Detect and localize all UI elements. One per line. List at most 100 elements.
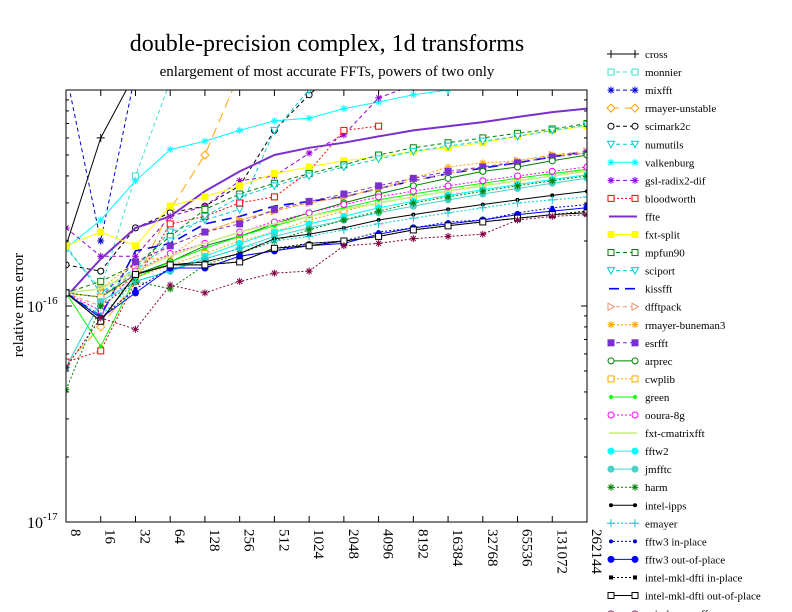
data-point [131, 277, 140, 286]
data-point [96, 322, 106, 332]
legend-label: ooura-8g [645, 410, 685, 422]
legend-marker [631, 86, 639, 94]
legend-label: jmfftc [644, 464, 672, 476]
legend-item: monnier [607, 67, 682, 79]
legend-marker [607, 122, 615, 130]
legend-marker [607, 68, 615, 76]
legend-marker [633, 394, 637, 399]
legend-label: mpfun90 [645, 248, 685, 260]
legend-marker [607, 158, 615, 166]
legend-item: cwplib [607, 374, 675, 386]
data-point [166, 281, 174, 289]
data-point [131, 242, 139, 250]
series-line [66, 204, 587, 319]
series-line [66, 150, 587, 307]
data-point [97, 228, 105, 236]
data-point [375, 193, 383, 201]
data-point [583, 151, 587, 159]
legend-marker [607, 321, 615, 329]
data-point [409, 235, 417, 243]
legend-marker [607, 447, 615, 455]
legend-marker [607, 483, 615, 491]
x-tick-label: 131072 [553, 529, 569, 574]
data-point [202, 246, 207, 251]
data-point [340, 242, 348, 250]
y-tick-base: 10 [27, 299, 43, 316]
legend-item: ffte [609, 211, 660, 223]
series-line [66, 154, 587, 298]
data-point [235, 193, 245, 202]
series-line [66, 214, 587, 368]
legend-item: harm [607, 482, 668, 494]
legend-label: valkenburg [645, 157, 695, 169]
legend-marker [631, 375, 639, 383]
data-point [514, 159, 522, 167]
legend-marker [631, 483, 639, 491]
legend-item: arprec [607, 356, 673, 368]
series-line [66, 207, 587, 319]
data-point [443, 142, 453, 151]
series-line [66, 107, 587, 298]
data-point [409, 187, 417, 195]
legend-marker [633, 575, 637, 580]
x-tick-label: 262144 [588, 529, 604, 575]
legend-label: fftw3 in-place [645, 536, 707, 548]
data-point [444, 163, 452, 171]
data-point [63, 69, 70, 76]
legend-item: spiral-egner-fft [608, 609, 711, 612]
legend-marker [631, 592, 639, 599]
legend-label: numutils [645, 139, 684, 151]
data-point [548, 212, 556, 220]
legend-marker [633, 539, 637, 544]
series-line [66, 90, 233, 365]
data-point [444, 182, 452, 190]
x-tick-label: 32768 [484, 529, 500, 567]
legend-label: mixfft [645, 85, 672, 97]
y-tick-exponent: -16 [43, 295, 58, 307]
data-point [548, 167, 556, 175]
legend-item: fxt-cmatrixfft [609, 428, 705, 440]
data-point [340, 216, 348, 224]
legend-marker [631, 555, 639, 563]
data-point [340, 201, 348, 209]
data-point [166, 261, 174, 269]
data-point [375, 207, 383, 215]
data-point [270, 244, 278, 252]
legend-label: intel-mkl-dfti in-place [645, 572, 743, 584]
data-point [444, 193, 452, 201]
legend-item: green [609, 392, 670, 404]
series-fftw3-out-of-place [66, 204, 587, 322]
data-point [409, 214, 418, 223]
legend-marker [607, 86, 615, 94]
series-line [66, 166, 587, 312]
data-point [548, 153, 556, 161]
data-point [340, 126, 348, 134]
legend-marker [630, 103, 640, 113]
legend-marker [607, 592, 615, 599]
legend-marker [607, 465, 615, 473]
data-point [200, 212, 210, 221]
data-point [479, 167, 487, 175]
data-point [97, 237, 105, 245]
legend-label: dfftpack [645, 302, 682, 314]
legend-item: intel-ipps [609, 500, 687, 512]
data-point [375, 94, 383, 102]
data-point [514, 163, 522, 171]
series-ffte [66, 107, 587, 298]
data-point [478, 137, 488, 146]
data-point [374, 219, 383, 228]
legend-marker [609, 503, 613, 508]
data-point [236, 216, 244, 224]
data-point [236, 177, 244, 185]
data-point [550, 193, 555, 198]
data-point [582, 121, 587, 130]
legend-marker [631, 194, 639, 202]
series-line [69, 90, 133, 242]
legend-marker [607, 411, 615, 419]
data-point [235, 205, 245, 214]
series-intel-ipps [66, 189, 587, 324]
data-point [97, 267, 105, 275]
data-point [305, 163, 313, 171]
legend-label: sciport [645, 266, 675, 278]
data-point [166, 242, 174, 250]
